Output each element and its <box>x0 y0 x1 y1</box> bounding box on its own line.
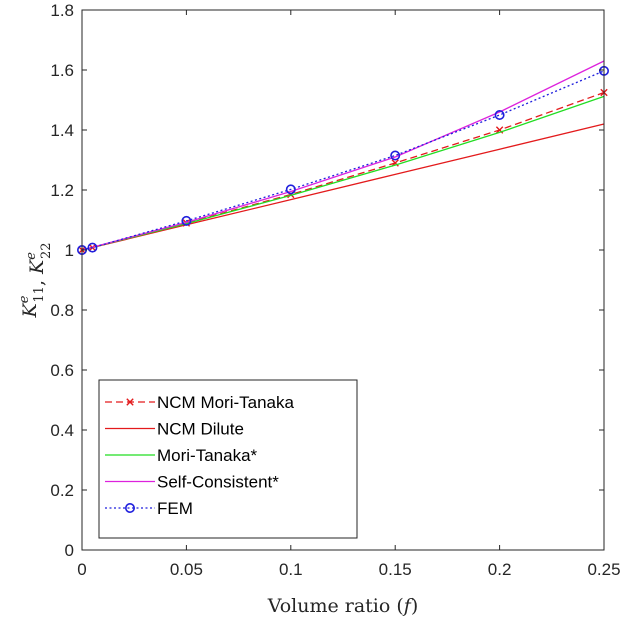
series-self-consistent <box>81 60 605 251</box>
series-line-ncm-mori-tanaka <box>81 91 605 251</box>
series-layer <box>77 60 609 256</box>
series-line-self-consistent <box>81 60 605 251</box>
y-axis-title-superscript: e <box>24 252 39 260</box>
series-point-fem <box>494 110 505 121</box>
plot-frame <box>81 9 605 551</box>
y-axis-title: Ke11, Ke22 <box>17 243 54 319</box>
legend-box <box>98 379 358 539</box>
y-tick-label: 0.2 <box>50 481 74 500</box>
legend-marker-ncm-mori-tanaka-stroke-b <box>126 398 134 406</box>
series-point-fem <box>87 242 98 253</box>
legend-label-ncm-dilute: NCM Dilute <box>157 420 244 439</box>
x-tick-label: 0.2 <box>488 560 512 579</box>
x-axis-title-variable: f <box>402 595 414 617</box>
series-ncm-mori-tanaka <box>78 88 608 254</box>
y-tick-label: 1.4 <box>50 121 74 140</box>
x-axis-title: Volume ratio (f) <box>267 595 419 617</box>
y-tick-label: 0 <box>65 541 74 560</box>
x-tick-label: 0.1 <box>279 560 303 579</box>
series-line-mori-tanaka <box>81 95 605 251</box>
series-ncm-dilute <box>81 123 605 251</box>
y-tick-label: 1.6 <box>50 61 74 80</box>
y-axis-title-sep: , <box>26 274 48 286</box>
y-axis-title-superscript: e <box>17 295 32 303</box>
axes-layer: 0 0.2 0.4 0.6 0.8 1 1.2 1.4 1.6 1.8 0 0.05 0.1 0.15 0.… <box>17 1 621 617</box>
series-point-fem <box>181 215 192 226</box>
y-tick-label: 1.2 <box>50 181 74 200</box>
y-tick-label: 0.4 <box>50 421 74 440</box>
y-tick-label: 0.6 <box>50 361 74 380</box>
series-point-fem <box>390 150 401 161</box>
y-axis-title-subscript: 22 <box>39 243 54 260</box>
series-fem <box>77 65 609 256</box>
legend-label-self-consistent: Self-Consistent* <box>157 473 279 492</box>
x-tick-label: 0.15 <box>379 560 412 579</box>
series-mori-tanaka <box>81 95 605 251</box>
legend-label-fem: FEM <box>157 499 193 518</box>
legend-marker-ncm-mori-tanaka <box>126 398 134 406</box>
x-tick-label: 0.05 <box>170 560 203 579</box>
series-line-ncm-dilute <box>81 123 605 251</box>
legend: NCM Mori-Tanaka NCM Dilute Mori-Tanaka* Sel… <box>98 379 358 539</box>
y-tick-label: 1 <box>65 241 74 260</box>
x-tick-label: 0.25 <box>587 560 620 579</box>
x-axis-title-close: ) <box>411 595 418 617</box>
legend-label-mori-tanaka: Mori-Tanaka* <box>157 446 258 465</box>
y-axis-title-symbol: K <box>26 258 48 275</box>
series-point-fem <box>285 184 296 195</box>
y-axis-title-symbol: K <box>19 302 41 319</box>
x-axis-title-text: Volume ratio ( <box>267 595 404 617</box>
series-line-fem <box>81 70 605 251</box>
series-point-ncm-mori-tanaka-stroke-b <box>495 126 504 134</box>
y-tick-label: 0.8 <box>50 301 74 320</box>
y-axis-title-subscript: 11 <box>32 286 47 303</box>
y-tick-label: 1.8 <box>50 1 74 20</box>
legend-marker-fem <box>125 502 136 513</box>
legend-label-ncm-mori-tanaka: NCM Mori-Tanaka <box>157 393 295 412</box>
x-tick-label: 0 <box>77 560 86 579</box>
